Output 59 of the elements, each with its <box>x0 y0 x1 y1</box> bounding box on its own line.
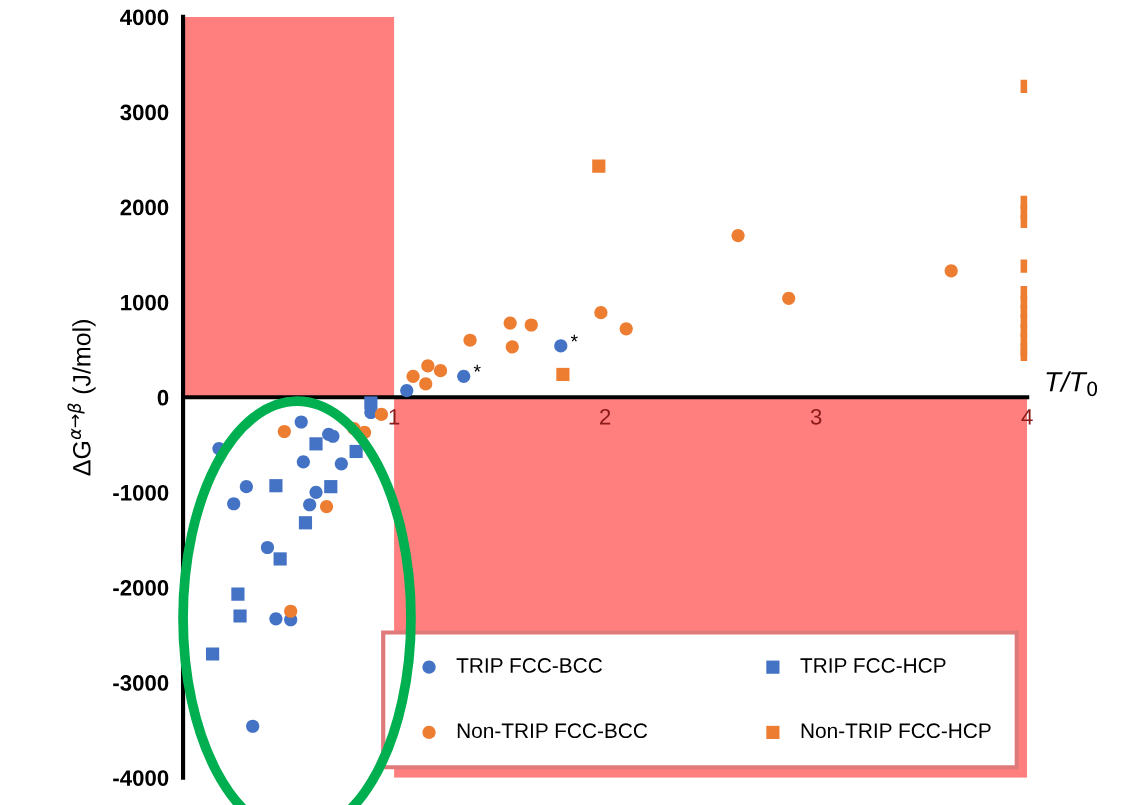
y-tick-label: -1000 <box>113 484 169 501</box>
point <box>309 485 323 499</box>
x-tick-label: 2 <box>600 408 611 425</box>
y-tick-label: 1000 <box>121 294 169 311</box>
point <box>294 415 308 429</box>
point <box>419 377 433 391</box>
x-tick-label: 4 <box>1021 409 1033 425</box>
point <box>524 318 538 332</box>
point <box>309 437 323 451</box>
legend-label: TRIP FCC-HCP <box>800 658 946 673</box>
legend-label: Non-TRIP FCC-HCP <box>801 723 991 739</box>
point <box>269 612 283 626</box>
legend-label: Non-TRIP FCC-BCC <box>457 723 648 739</box>
x-tick-label: 3 <box>810 408 822 425</box>
point <box>324 480 338 494</box>
point <box>273 552 287 566</box>
y-tick-label: 2000 <box>120 199 169 216</box>
point <box>400 384 414 398</box>
x-axis-title: T/T$_{0}$ <box>1046 371 1098 397</box>
point <box>284 604 298 618</box>
y-tick-label: 3000 <box>120 104 169 121</box>
point <box>433 364 448 378</box>
legend-label: TRIP FCC-BCC <box>456 658 602 673</box>
point <box>594 306 608 320</box>
point <box>206 647 220 661</box>
point <box>227 497 241 511</box>
point <box>260 540 275 555</box>
y-tick-label: 0 <box>157 389 169 406</box>
point <box>731 229 745 243</box>
point <box>269 479 283 493</box>
y-axis-title: ΔG$^{α→β}$ (J/mol) <box>67 320 96 476</box>
point <box>457 369 471 383</box>
point <box>334 457 348 471</box>
point <box>619 322 633 336</box>
point <box>421 359 435 373</box>
y-tick-label: -4000 <box>113 770 169 786</box>
point <box>463 333 477 347</box>
annotation: * <box>473 364 481 372</box>
point <box>319 500 334 514</box>
point <box>505 340 519 354</box>
y-tick-label: -2000 <box>113 579 169 596</box>
point <box>364 396 378 410</box>
point <box>246 719 260 733</box>
point <box>554 339 568 353</box>
point <box>374 407 389 421</box>
annotation: * <box>570 334 578 342</box>
point <box>303 498 317 512</box>
point <box>231 587 245 601</box>
y-tick-label: 4000 <box>120 9 169 26</box>
y-tick-label: -3000 <box>113 675 169 691</box>
point <box>233 609 247 623</box>
point <box>349 444 363 459</box>
point <box>277 424 291 439</box>
point <box>298 516 313 530</box>
point <box>326 429 340 443</box>
point <box>296 455 310 469</box>
point <box>239 480 253 494</box>
point <box>503 316 517 330</box>
point <box>406 369 420 383</box>
